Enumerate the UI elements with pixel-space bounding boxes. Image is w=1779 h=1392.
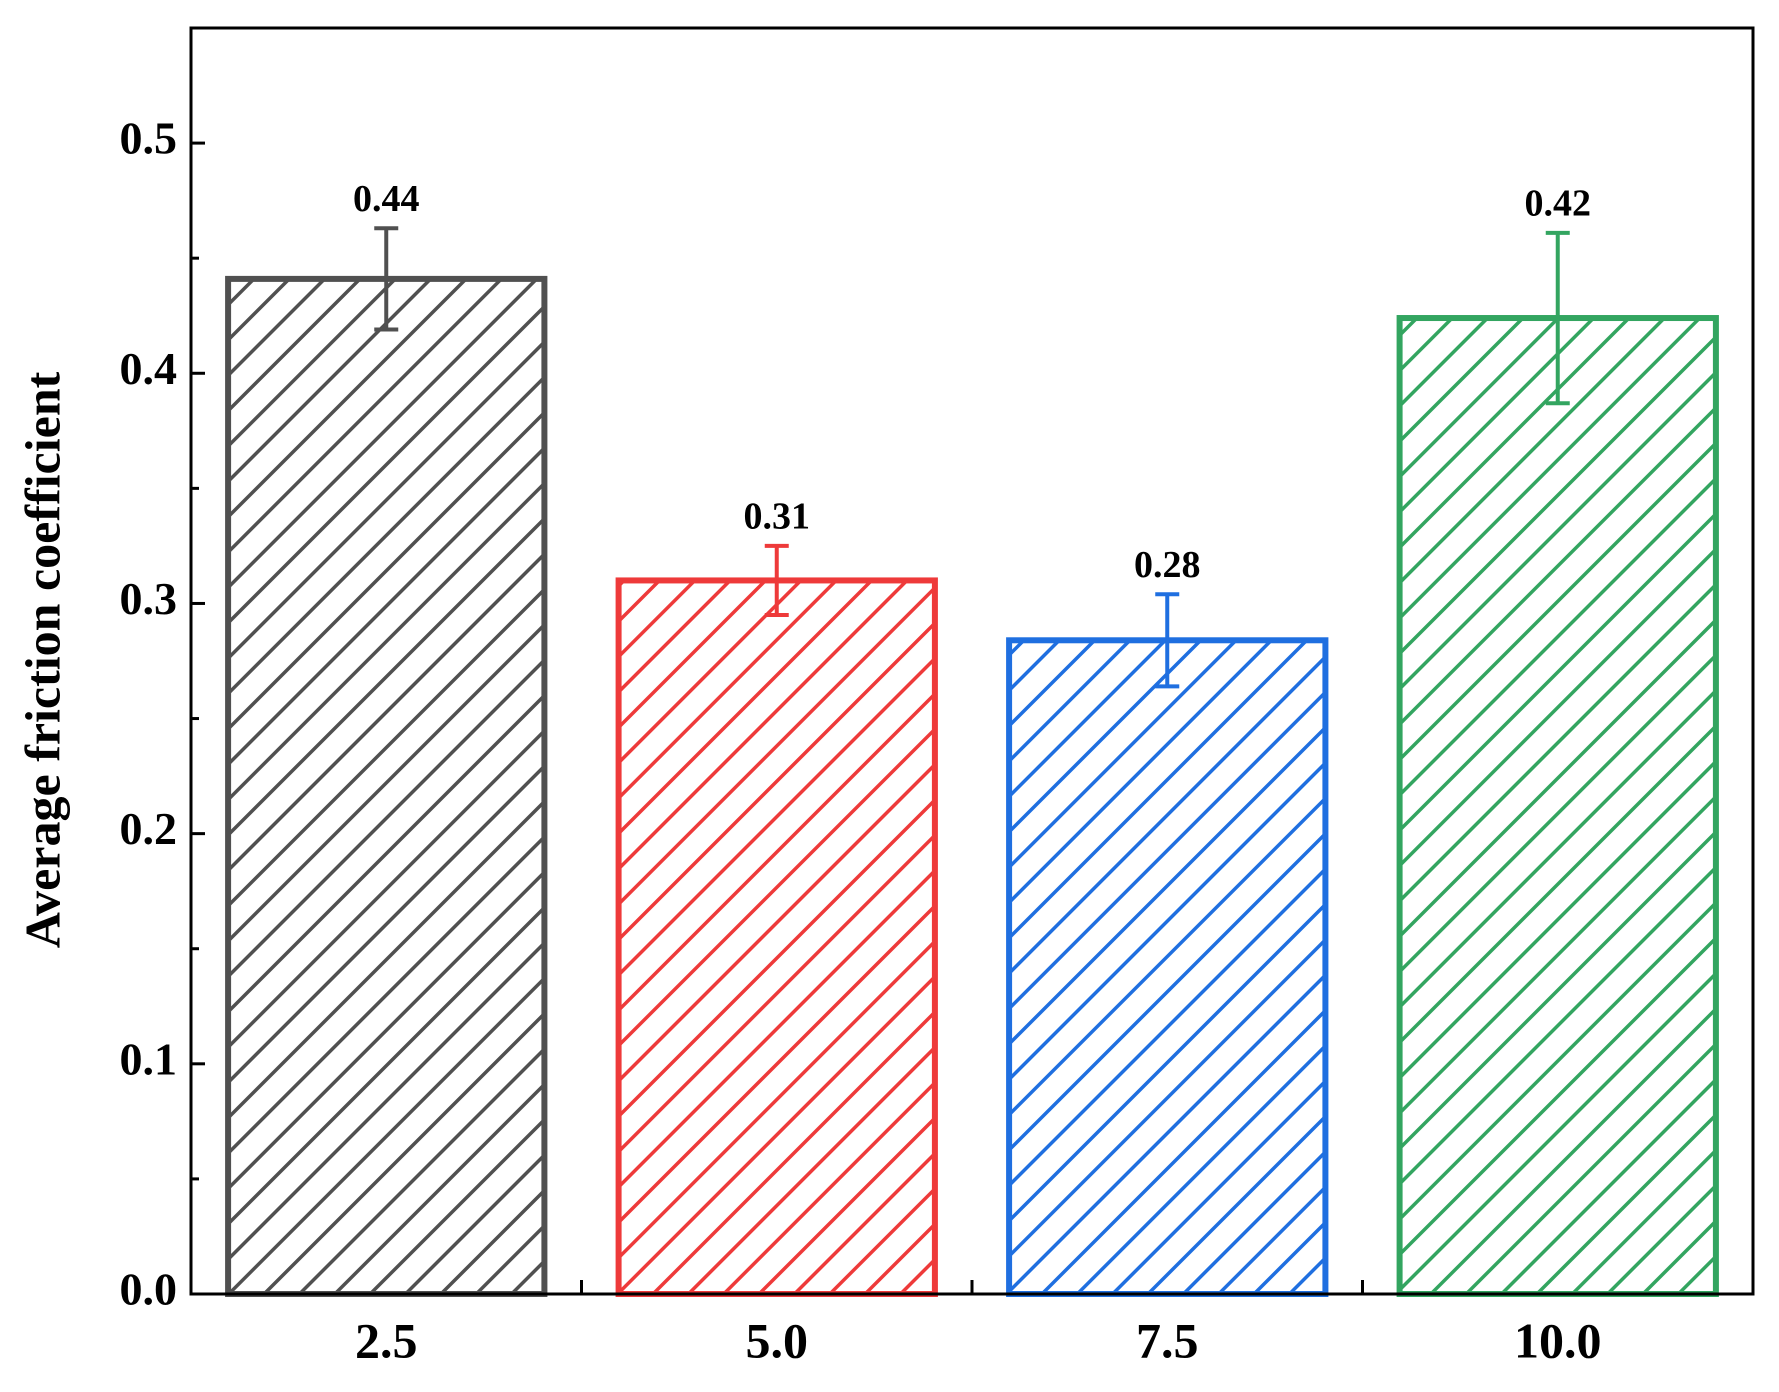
bar bbox=[225, 275, 548, 1297]
plot-frame bbox=[189, 26, 1755, 1296]
value-label: 0.28 bbox=[1134, 544, 1201, 586]
x-tick-label: 7.5 bbox=[1136, 1312, 1199, 1368]
value-label: 0.42 bbox=[1525, 183, 1592, 225]
y-tick-label: 0.4 bbox=[120, 343, 178, 394]
y-tick-label: 0.0 bbox=[120, 1264, 178, 1315]
error-bar bbox=[1545, 230, 1570, 406]
value-label: 0.31 bbox=[744, 496, 811, 538]
error-bar bbox=[374, 226, 399, 332]
bar bbox=[1006, 637, 1329, 1297]
x-tick-label: 2.5 bbox=[355, 1312, 418, 1368]
y-tick-label: 0.1 bbox=[120, 1033, 178, 1084]
y-axis-label: Average friction coefficient bbox=[14, 371, 70, 948]
x-tick-label: 10.0 bbox=[1514, 1312, 1602, 1368]
x-tick-label: 5.0 bbox=[746, 1312, 809, 1368]
error-bar bbox=[1155, 592, 1180, 689]
value-label: 0.44 bbox=[353, 178, 420, 220]
error-bar bbox=[764, 543, 789, 617]
y-tick-label: 0.3 bbox=[120, 573, 178, 624]
bar bbox=[1396, 315, 1719, 1297]
y-tick-label: 0.5 bbox=[120, 113, 178, 164]
y-tick-label: 0.2 bbox=[120, 803, 178, 854]
bar bbox=[615, 577, 938, 1297]
